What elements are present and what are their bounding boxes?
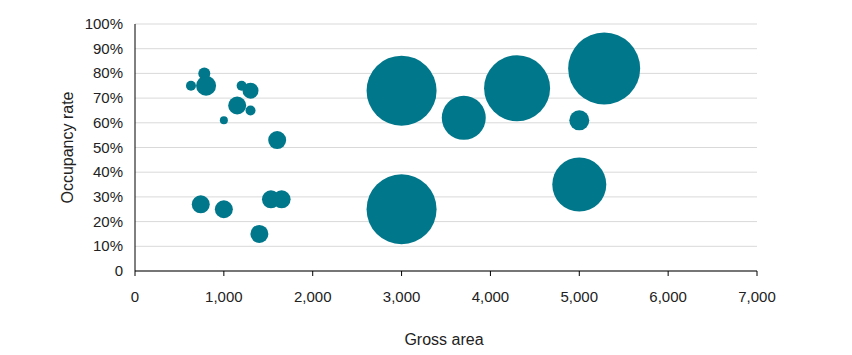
x-tick-label: 2,000 bbox=[294, 288, 332, 305]
grid-line bbox=[135, 172, 757, 173]
y-tick-label: 70% bbox=[93, 89, 123, 106]
grid-line bbox=[135, 246, 757, 247]
x-tick-label: 7,000 bbox=[738, 288, 776, 305]
bubble bbox=[192, 195, 210, 213]
y-tick-label: 0 bbox=[115, 262, 123, 279]
bubble bbox=[186, 81, 196, 91]
bubble bbox=[273, 190, 291, 208]
x-tick bbox=[312, 271, 313, 276]
grid-line bbox=[135, 98, 757, 99]
bubble bbox=[196, 76, 216, 96]
x-tick bbox=[223, 271, 224, 276]
bubble bbox=[569, 110, 589, 130]
grid-line bbox=[135, 73, 757, 74]
x-tick bbox=[757, 271, 758, 276]
grid-line bbox=[135, 147, 757, 148]
x-tick bbox=[401, 271, 402, 276]
grid-line bbox=[135, 24, 757, 25]
bubble bbox=[442, 96, 486, 140]
x-axis bbox=[135, 271, 757, 272]
bubble bbox=[367, 174, 437, 244]
y-tick-label: 60% bbox=[93, 114, 123, 131]
bubbles bbox=[186, 32, 640, 244]
bubble bbox=[228, 97, 246, 115]
bubble bbox=[484, 55, 550, 121]
y-tick-label: 40% bbox=[93, 163, 123, 180]
x-tick bbox=[668, 271, 669, 276]
y-axis-title: Occupancy rate bbox=[59, 91, 76, 203]
y-tick-label: 100% bbox=[85, 15, 123, 32]
x-tick-label: 5,000 bbox=[561, 288, 599, 305]
bubble bbox=[250, 225, 268, 243]
bubble bbox=[246, 105, 256, 115]
x-tick bbox=[135, 271, 136, 276]
grid-line bbox=[135, 221, 757, 222]
y-tick-label: 80% bbox=[93, 64, 123, 81]
y-tick-label: 20% bbox=[93, 213, 123, 230]
chart-svg: 0 10% 20% 30% 40% 50% 60% 70% 80% 90% 100% 0 1,000 2,… bbox=[0, 0, 852, 355]
y-tick-label: 10% bbox=[93, 237, 123, 254]
y-tick-label: 50% bbox=[93, 139, 123, 156]
bubble bbox=[243, 83, 259, 99]
x-tick-label: 0 bbox=[131, 288, 139, 305]
y-axis bbox=[135, 24, 136, 271]
bubble bbox=[552, 158, 606, 212]
y-tick-label: 30% bbox=[93, 188, 123, 205]
y-tick-label: 90% bbox=[93, 40, 123, 57]
x-tick bbox=[490, 271, 491, 276]
bubble bbox=[220, 116, 228, 124]
x-tick-label: 1,000 bbox=[205, 288, 243, 305]
grid-line bbox=[135, 196, 757, 197]
grid-line bbox=[135, 271, 757, 272]
x-tick-label: 4,000 bbox=[472, 288, 510, 305]
grid-line bbox=[135, 48, 757, 49]
x-tick-label: 3,000 bbox=[383, 288, 421, 305]
bubble bbox=[367, 56, 437, 126]
bubble bbox=[215, 200, 233, 218]
chart-container: 0 10% 20% 30% 40% 50% 60% 70% 80% 90% 100% 0 1,000 2,… bbox=[0, 0, 852, 355]
x-axis-title: Gross area bbox=[404, 331, 483, 348]
bubble bbox=[568, 32, 640, 104]
x-tick bbox=[579, 271, 580, 276]
bubble bbox=[268, 131, 286, 149]
x-tick-label: 6,000 bbox=[649, 288, 687, 305]
